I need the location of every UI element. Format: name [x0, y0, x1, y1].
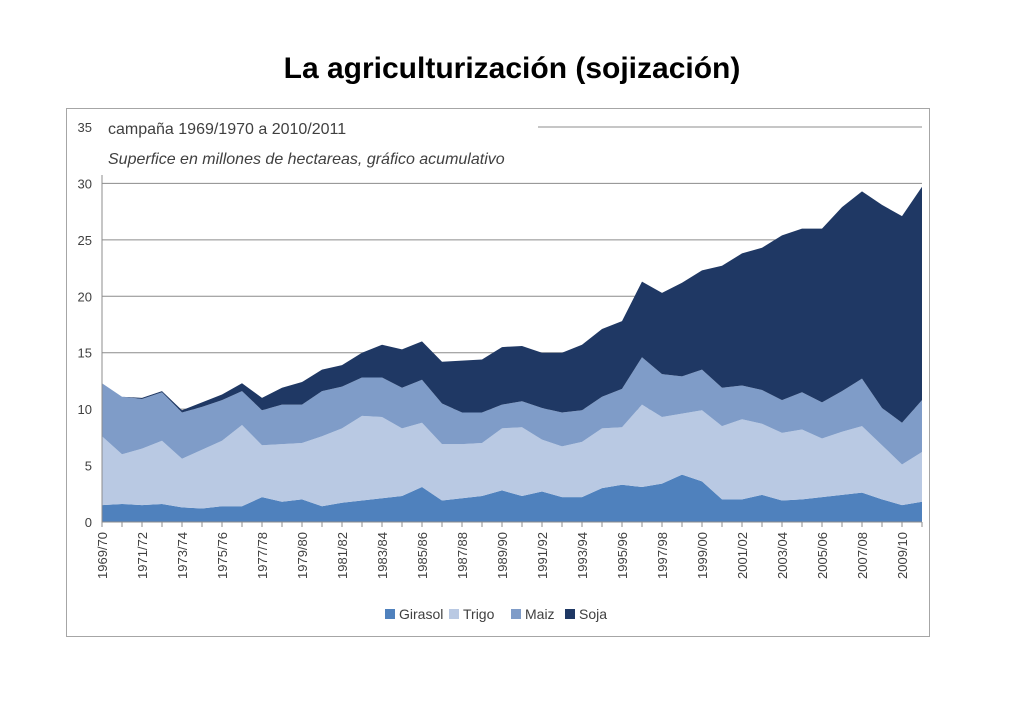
area-series-trigo	[102, 404, 922, 509]
x-tick-label: 2009/10	[895, 532, 910, 579]
x-tick-label: 1977/78	[255, 532, 270, 579]
x-tick-label: 1981/82	[335, 532, 350, 579]
legend-swatch-maiz	[511, 609, 521, 619]
axes: 0 5 10 15 20 25 30 35 1969/70 1971/72 1973/74 1975/…	[78, 120, 923, 579]
y-tick-label: 5	[85, 459, 92, 474]
x-tick-label: 1979/80	[295, 532, 310, 579]
legend-swatch-trigo	[449, 609, 459, 619]
legend: Girasol Trigo Maiz Soja	[385, 606, 607, 622]
x-tick-label: 1975/76	[215, 532, 230, 579]
x-tick-label: 1991/92	[535, 532, 550, 579]
area-series-maiz	[102, 357, 922, 465]
x-tick-label: 1999/00	[695, 532, 710, 579]
x-tick-label: 1993/94	[575, 532, 590, 579]
x-tick-label: 2003/04	[775, 532, 790, 579]
stacked-area-chart: 0 5 10 15 20 25 30 35 1969/70 1971/72 1973/74 1975/…	[78, 113, 923, 622]
chart-annotation: campaña 1969/1970 a 2010/2011 Superfice …	[98, 113, 538, 175]
y-tick-label: 0	[85, 515, 92, 530]
area-series-group	[102, 186, 922, 522]
x-tick-label: 1973/74	[175, 532, 190, 579]
area-series-girasol	[102, 474, 922, 522]
chart-frame: 0 5 10 15 20 25 30 35 1969/70 1971/72 1973/74 1975/…	[66, 108, 930, 637]
x-tick-label: 1983/84	[375, 532, 390, 579]
x-tick-label: 1995/96	[615, 532, 630, 579]
legend-label-trigo: Trigo	[463, 606, 495, 622]
y-tick-label: 25	[78, 233, 92, 248]
legend-swatch-girasol	[385, 609, 395, 619]
slide-title: La agriculturización (sojización)	[283, 52, 741, 85]
legend-label-maiz: Maiz	[525, 606, 555, 622]
y-tick-label: 15	[78, 346, 92, 361]
legend-label-soja: Soja	[579, 606, 607, 622]
x-tick-label: 1985/86	[415, 532, 430, 579]
x-tick-label: 2001/02	[735, 532, 750, 579]
x-tick-label: 1969/70	[95, 532, 110, 579]
annotation-line-1: campaña 1969/1970 a 2010/2011	[108, 121, 346, 138]
x-tick-label: 2005/06	[815, 532, 830, 579]
area-series-soja	[102, 186, 922, 423]
y-tick-label: 20	[78, 289, 92, 304]
legend-swatch-soja	[565, 609, 575, 619]
y-tick-label: 35	[78, 120, 92, 135]
x-tick-label: 1997/98	[655, 532, 670, 579]
legend-label-girasol: Girasol	[399, 606, 443, 622]
x-tick-label: 2007/08	[855, 532, 870, 579]
x-tick-label: 1971/72	[135, 532, 150, 579]
annotation-background	[98, 113, 538, 175]
y-tick-label: 30	[78, 176, 92, 191]
x-tick-label: 1987/88	[455, 532, 470, 579]
annotation-line-2: Superfice en millones de hectareas, gráf…	[108, 151, 505, 168]
x-tick-label: 1989/90	[495, 532, 510, 579]
y-tick-label: 10	[78, 402, 92, 417]
